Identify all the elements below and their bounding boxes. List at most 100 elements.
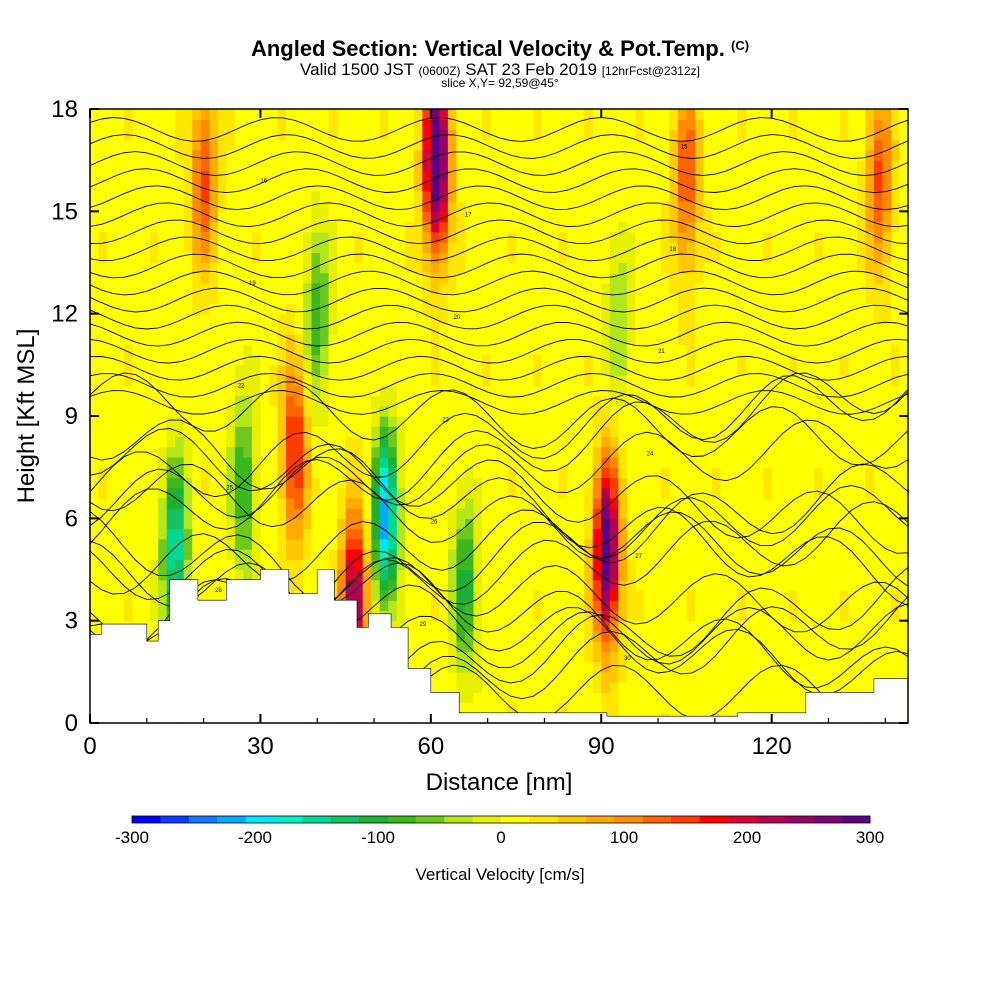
- velocity-cell: [558, 446, 568, 458]
- velocity-cell: [558, 395, 568, 407]
- velocity-cell: [635, 242, 645, 253]
- velocity-cell: [439, 579, 449, 591]
- velocity-cell: [200, 231, 210, 243]
- velocity-cell: [90, 119, 100, 131]
- velocity-cell: [217, 508, 227, 519]
- velocity-cell: [524, 385, 534, 397]
- velocity-cell: [694, 416, 705, 427]
- velocity-cell: [635, 231, 645, 243]
- velocity-cell: [592, 160, 602, 171]
- velocity-cell: [413, 610, 423, 622]
- velocity-cell: [345, 405, 355, 417]
- velocity-cell: [388, 375, 398, 386]
- velocity-cell: [285, 456, 296, 468]
- velocity-cell: [771, 272, 781, 284]
- velocity-cell: [584, 682, 594, 693]
- velocity-cell: [652, 139, 662, 151]
- velocity-cell: [388, 610, 398, 622]
- velocity-cell: [643, 211, 653, 223]
- velocity-cell: [524, 282, 534, 294]
- velocity-cell: [175, 436, 185, 448]
- velocity-cell: [584, 456, 594, 468]
- velocity-cell: [541, 252, 551, 264]
- velocity-cell: [149, 538, 159, 550]
- velocity-cell: [771, 375, 781, 386]
- velocity-cell: [124, 119, 134, 131]
- velocity-cell: [473, 416, 483, 427]
- velocity-cell: [268, 242, 279, 253]
- velocity-cell: [780, 405, 790, 417]
- velocity-cell: [396, 201, 406, 212]
- velocity-cell: [456, 242, 466, 253]
- velocity-cell: [439, 201, 449, 212]
- velocity-cell: [90, 334, 100, 345]
- velocity-cell: [788, 395, 798, 407]
- velocity-cell: [737, 538, 747, 550]
- velocity-cell: [209, 569, 219, 581]
- velocity-cell: [575, 252, 585, 264]
- velocity-cell: [763, 334, 773, 345]
- velocity-cell: [285, 323, 296, 335]
- velocity-cell: [107, 180, 117, 192]
- velocity-cell: [379, 190, 389, 202]
- velocity-cell: [243, 549, 253, 560]
- velocity-cell: [371, 569, 381, 581]
- velocity-cell: [98, 549, 108, 560]
- velocity-cell: [516, 456, 526, 468]
- velocity-cell: [788, 497, 798, 509]
- velocity-cell: [771, 149, 781, 161]
- velocity-cell: [660, 620, 671, 632]
- velocity-cell: [541, 569, 551, 581]
- velocity-cell: [226, 528, 236, 540]
- velocity-cell: [379, 170, 389, 182]
- velocity-cell: [183, 242, 193, 253]
- velocity-cell: [643, 692, 653, 704]
- velocity-cell: [473, 446, 483, 458]
- velocity-cell: [430, 303, 440, 315]
- velocity-cell: [464, 190, 475, 202]
- velocity-cell: [379, 354, 389, 366]
- velocity-cell: [456, 610, 466, 622]
- velocity-cell: [98, 497, 108, 509]
- velocity-cell: [677, 375, 688, 386]
- velocity-cell: [379, 109, 389, 120]
- velocity-cell: [200, 364, 210, 376]
- velocity-cell: [584, 661, 594, 673]
- velocity-cell: [686, 293, 696, 305]
- velocity-cell: [499, 375, 509, 386]
- velocity-cell: [328, 262, 338, 274]
- velocity-cell: [524, 395, 534, 407]
- velocity-cell: [592, 651, 602, 663]
- velocity-cell: [660, 518, 671, 530]
- velocity-cell: [703, 610, 713, 622]
- velocity-cell: [592, 692, 602, 704]
- velocity-cell: [780, 702, 790, 714]
- velocity-cell: [405, 313, 415, 325]
- velocity-cell: [115, 149, 125, 161]
- velocity-cell: [209, 395, 219, 407]
- velocity-cell: [243, 160, 253, 171]
- velocity-cell: [115, 538, 125, 550]
- velocity-cell: [396, 262, 406, 274]
- velocity-cell: [592, 661, 602, 673]
- velocity-cell: [618, 149, 628, 161]
- velocity-cell: [115, 395, 125, 407]
- velocity-cell: [712, 313, 722, 325]
- velocity-cell: [251, 528, 262, 540]
- velocity-cell: [294, 282, 304, 294]
- velocity-cell: [132, 282, 142, 294]
- velocity-cell: [652, 456, 662, 468]
- velocity-cell: [217, 139, 227, 151]
- velocity-cell: [592, 303, 602, 315]
- velocity-cell: [141, 211, 151, 223]
- velocity-cell: [456, 323, 466, 335]
- velocity-cell: [558, 139, 568, 151]
- velocity-cell: [447, 477, 457, 489]
- velocity-cell: [439, 334, 449, 345]
- velocity-cell: [388, 589, 398, 601]
- velocity-cell: [720, 170, 730, 182]
- velocity-cell: [124, 549, 134, 560]
- velocity-cell: [354, 610, 364, 622]
- velocity-cell: [405, 528, 415, 540]
- velocity-cell: [592, 497, 602, 509]
